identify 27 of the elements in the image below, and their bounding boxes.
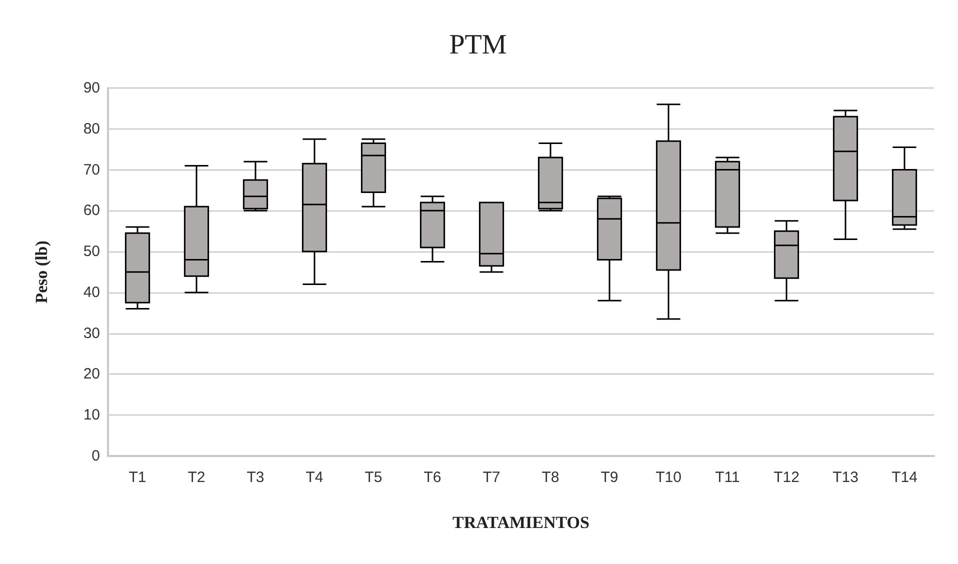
- x-tick-label: T8: [542, 469, 560, 486]
- y-tick-label: 40: [83, 284, 100, 301]
- y-tick-label: 80: [83, 120, 100, 138]
- x-tick-label: T11: [715, 469, 740, 486]
- x-tick-label: T12: [774, 469, 800, 486]
- x-axis-title: TRATAMIENTOS: [452, 513, 590, 532]
- x-tick-label: T3: [246, 469, 264, 486]
- x-tick-label: T2: [188, 469, 206, 486]
- x-tick-label: T13: [832, 469, 858, 486]
- y-tick-label: 60: [83, 202, 100, 220]
- x-tick-label: T4: [306, 469, 324, 486]
- y-tick-label: 90: [83, 80, 100, 96]
- x-tick-label: T5: [364, 469, 382, 486]
- y-tick-label: 30: [83, 324, 100, 342]
- x-tick-label: T6: [424, 469, 442, 486]
- x-tick-label: T14: [892, 469, 918, 486]
- y-tick-label: 20: [83, 366, 100, 383]
- chart-title: PTM: [449, 30, 507, 60]
- y-tick-label: 10: [83, 406, 100, 424]
- y-axis-title: Peso (lb): [32, 240, 51, 304]
- y-tick-label: 50: [83, 243, 100, 260]
- y-tick-label: 70: [83, 161, 100, 178]
- x-tick-label: T7: [482, 469, 500, 486]
- x-tick-label: T1: [128, 469, 146, 486]
- y-tick-label: 0: [92, 448, 100, 464]
- x-tick-label: T10: [656, 469, 682, 486]
- x-tick-label: T9: [600, 469, 618, 486]
